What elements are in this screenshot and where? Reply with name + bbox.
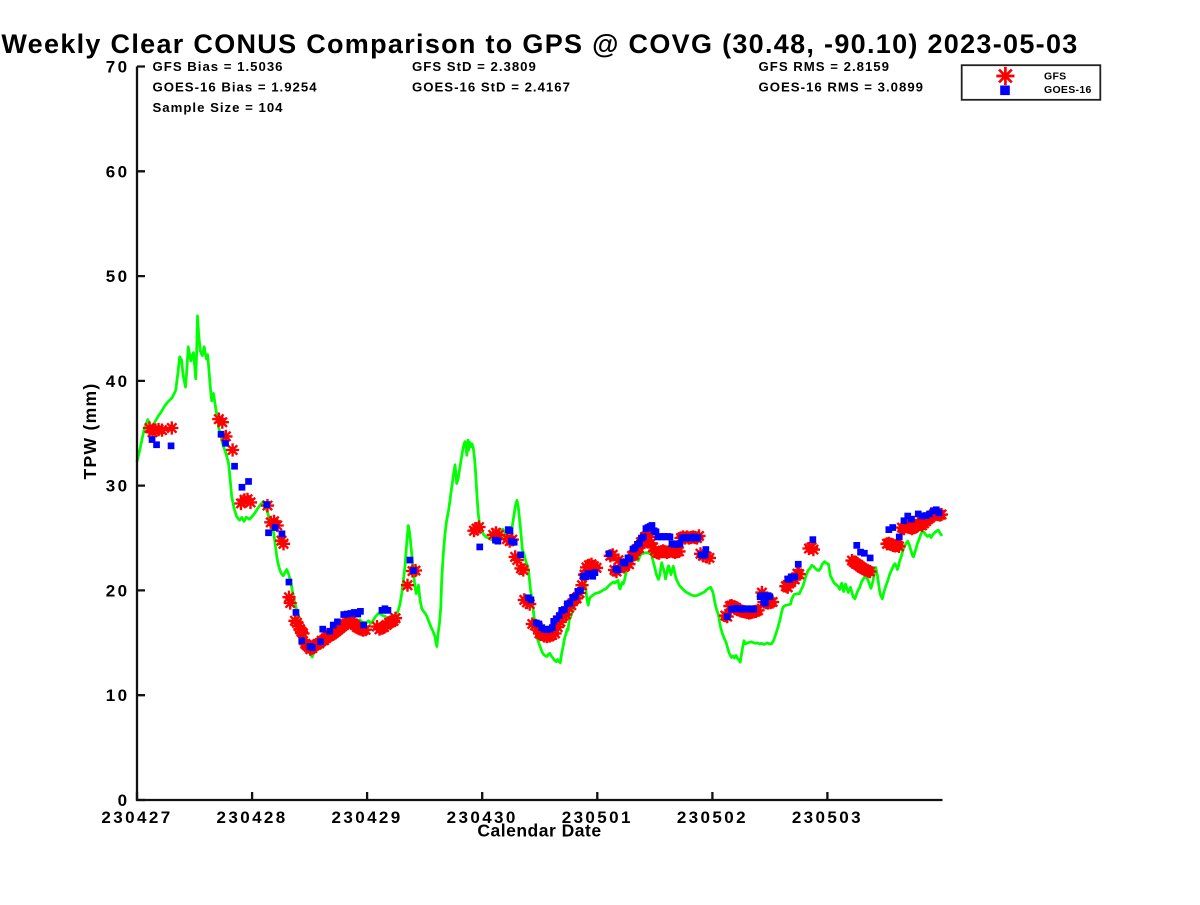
svg-text:GOES-16 RMS = 3.0899: GOES-16 RMS = 3.0899 <box>759 80 925 95</box>
svg-text:60: 60 <box>106 162 130 181</box>
svg-text:30: 30 <box>106 477 130 496</box>
svg-text:10: 10 <box>106 686 130 705</box>
svg-text:GFS Bias = 1.5036: GFS Bias = 1.5036 <box>153 59 284 74</box>
svg-text:20: 20 <box>106 581 130 600</box>
svg-text:Sample Size = 104: Sample Size = 104 <box>153 100 284 115</box>
svg-text:230502: 230502 <box>677 808 748 827</box>
svg-text:40: 40 <box>106 372 130 391</box>
svg-text:Weekly Clear CONUS Comparison: Weekly Clear CONUS Comparison to GPS @ C… <box>1 29 1078 59</box>
svg-text:Calendar Date: Calendar Date <box>477 821 601 841</box>
svg-text:GFS: GFS <box>1044 71 1067 83</box>
svg-text:TPW (mm): TPW (mm) <box>80 383 100 480</box>
svg-text:230503: 230503 <box>792 808 863 827</box>
svg-text:GOES-16: GOES-16 <box>1044 84 1092 96</box>
svg-text:230501: 230501 <box>562 808 633 827</box>
svg-text:230428: 230428 <box>217 808 288 827</box>
svg-text:230430: 230430 <box>447 808 518 827</box>
svg-text:GFS RMS = 2.8159: GFS RMS = 2.8159 <box>759 59 890 74</box>
svg-text:GFS StD = 2.3809: GFS StD = 2.3809 <box>412 59 537 74</box>
svg-text:0: 0 <box>118 791 130 810</box>
svg-text:230429: 230429 <box>332 808 403 827</box>
svg-text:50: 50 <box>106 267 130 286</box>
svg-text:GOES-16 Bias = 1.9254: GOES-16 Bias = 1.9254 <box>153 80 318 95</box>
svg-text:230427: 230427 <box>101 808 172 827</box>
svg-text:70: 70 <box>106 58 130 77</box>
svg-text:GOES-16 StD = 2.4167: GOES-16 StD = 2.4167 <box>412 80 571 95</box>
